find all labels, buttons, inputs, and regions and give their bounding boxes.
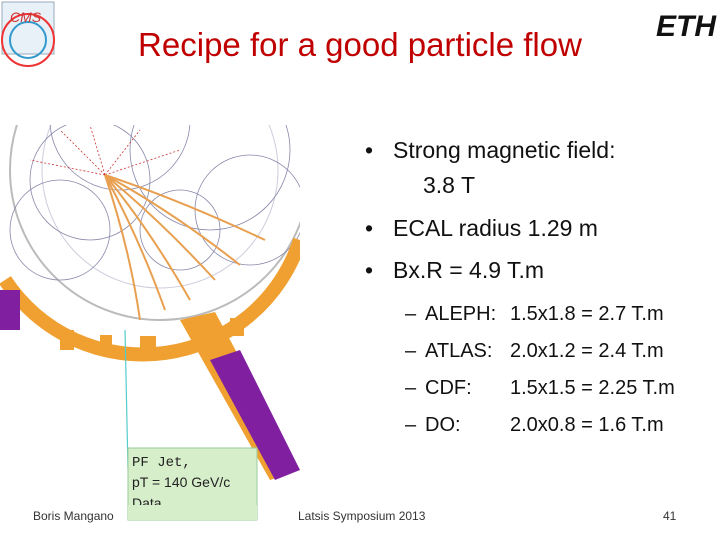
sub-bullet-dash: – [405,414,417,436]
sub-bullet-list: – ALEPH: 1.5x1.8 = 2.7 T.m– ATLAS: 2.0x1.2 =… [405,303,675,436]
bullet: Strong magnetic field: [393,137,615,163]
sub-bullet-dash: – [405,340,417,362]
bullet-marker: • [365,215,373,241]
cms-logo: CMS [1,1,55,67]
sub-bullet-dash: – [405,377,417,399]
page-number: 41 [663,509,677,523]
sub-bullet-value: 2.0x0.8 = 1.6 T.m [510,414,664,436]
sub-bullet-value: 1.5x1.5 = 2.25 T.m [510,377,675,399]
sub-bullet-label: ALEPH: [425,303,496,325]
event-display [0,125,300,480]
footer-author: Boris Mangano [33,509,114,523]
bullet-marker: • [365,257,373,283]
bullet: Bx.R = 4.9 T.m [393,257,544,283]
callout-line: PF Jet, [132,455,191,471]
eth-logo: ETH [656,10,717,43]
sub-bullet-label: CDF: [425,377,472,399]
bullet: 3.8 T [423,172,475,198]
sub-bullet-value: 1.5x1.8 = 2.7 T.m [510,303,664,325]
sub-bullet-value: 2.0x1.2 = 2.4 T.m [510,340,664,362]
sub-bullet-label: DO: [425,414,461,436]
bullet-marker: • [365,137,373,163]
bullet-list: • Strong magnetic field: 3.8 T • ECAL ra… [365,137,615,283]
callout-cover [128,505,257,520]
title: Recipe for a good particle flow [138,26,582,63]
cms-logo-text: CMS [10,9,42,25]
sub-bullet-label: ATLAS: [425,340,492,362]
footer-event: Latsis Symposium 2013 [298,509,426,523]
bullet: ECAL radius 1.29 m [393,215,598,241]
sub-bullet-dash: – [405,303,417,325]
callout-line: pT = 140 GeV/c [132,474,230,490]
